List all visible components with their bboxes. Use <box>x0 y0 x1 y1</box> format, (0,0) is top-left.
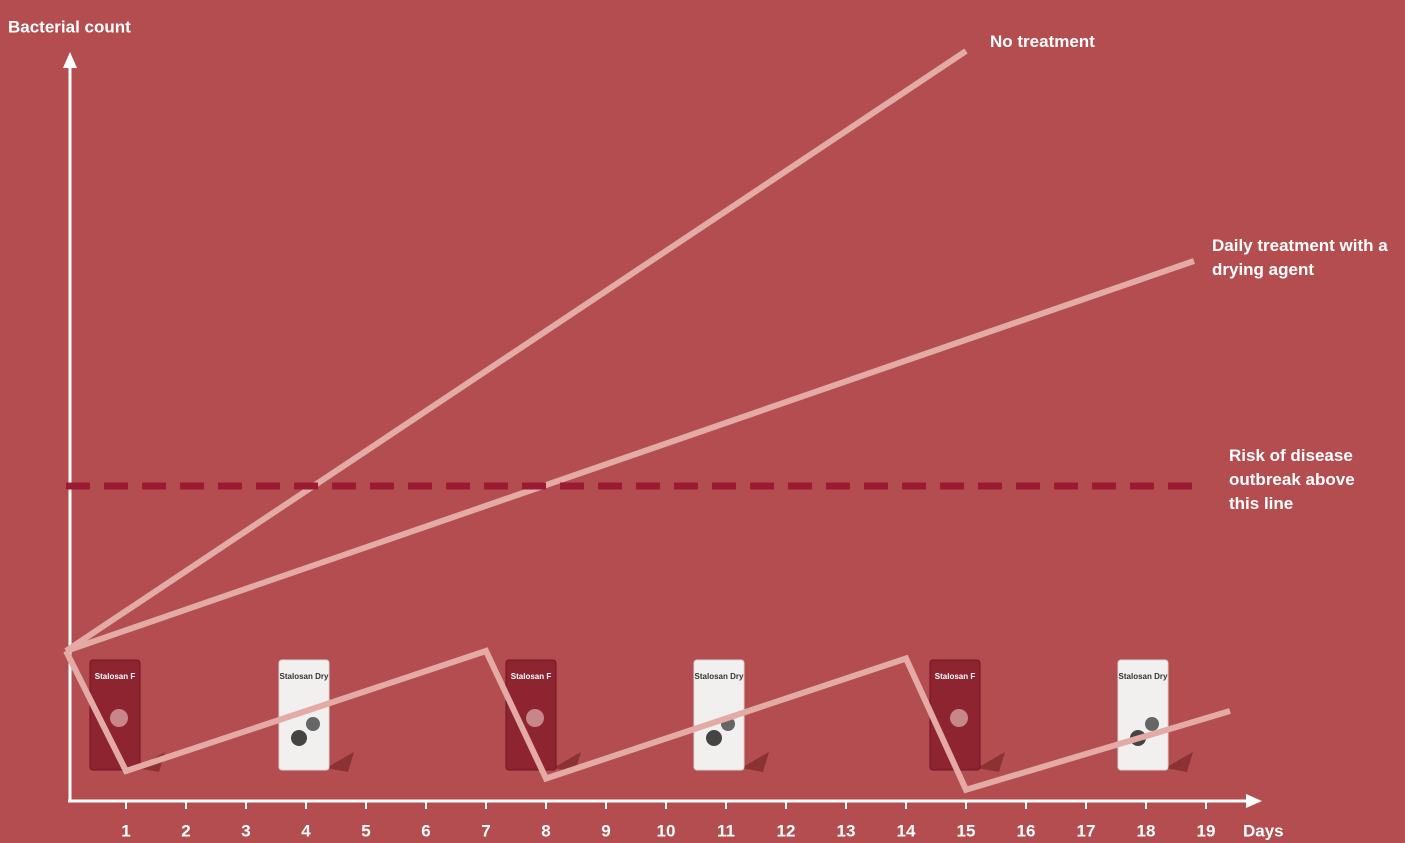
series-line <box>64 48 968 654</box>
bag-logo <box>1145 717 1159 731</box>
x-tick-label: 18 <box>1137 821 1156 840</box>
x-tick-label: 2 <box>181 821 190 840</box>
series-line <box>65 258 1195 654</box>
product-bag: Stalosan F <box>929 659 1005 772</box>
product-label: Stalosan Dry <box>280 672 329 681</box>
product-label: Stalosan F <box>935 672 976 681</box>
product-label: Stalosan Dry <box>695 672 744 681</box>
bag-logo <box>110 709 128 727</box>
x-tick-label: 15 <box>957 821 976 840</box>
bag-shadow <box>977 752 1005 772</box>
x-tick-label: 1 <box>121 821 130 840</box>
series-line <box>63 647 1231 794</box>
x-tick-label: 10 <box>657 821 676 840</box>
bag-shadow <box>741 752 769 772</box>
bag-logo <box>306 717 320 731</box>
bag-logo <box>526 709 544 727</box>
series-label: Daily treatment with a drying agent <box>1212 236 1388 279</box>
x-axis-label: Days <box>1243 821 1284 840</box>
x-tick-label: 6 <box>421 821 430 840</box>
x-tick-label: 5 <box>361 821 370 840</box>
bag-logo <box>291 730 307 746</box>
x-tick-label: 11 <box>717 821 735 840</box>
x-tick-label: 8 <box>541 821 550 840</box>
x-tick-label: 3 <box>241 821 250 840</box>
x-tick-label: 7 <box>481 821 490 840</box>
x-axis-arrow <box>1246 794 1262 808</box>
x-tick-label: 13 <box>837 821 856 840</box>
y-axis-arrow <box>63 52 77 68</box>
y-axis-label: Bacterial count <box>8 17 131 36</box>
product-label: Stalosan F <box>511 672 552 681</box>
x-tick-label: 4 <box>301 821 311 840</box>
x-tick-label: 19 <box>1197 821 1216 840</box>
product-label: Stalosan Dry <box>1119 672 1168 681</box>
x-tick-label: 9 <box>601 821 610 840</box>
product-label: Stalosan F <box>95 672 136 681</box>
x-tick-label: 14 <box>897 821 916 840</box>
product-bag: Stalosan Dry <box>278 659 354 772</box>
bag-shadow <box>326 752 354 772</box>
series-label: Risk of disease outbreak above this line <box>1229 446 1355 513</box>
x-tick-label: 12 <box>777 821 796 840</box>
series-label: No treatment <box>990 32 1095 51</box>
product-bag: Stalosan Dry <box>693 659 769 772</box>
x-tick-label: 17 <box>1077 821 1096 840</box>
x-tick-label: 16 <box>1017 821 1036 840</box>
product-bag: Stalosan Dry <box>1117 659 1193 772</box>
bag-body <box>278 659 330 771</box>
bag-shadow <box>1165 752 1193 772</box>
bag-logo <box>706 730 722 746</box>
bag-logo <box>950 709 968 727</box>
